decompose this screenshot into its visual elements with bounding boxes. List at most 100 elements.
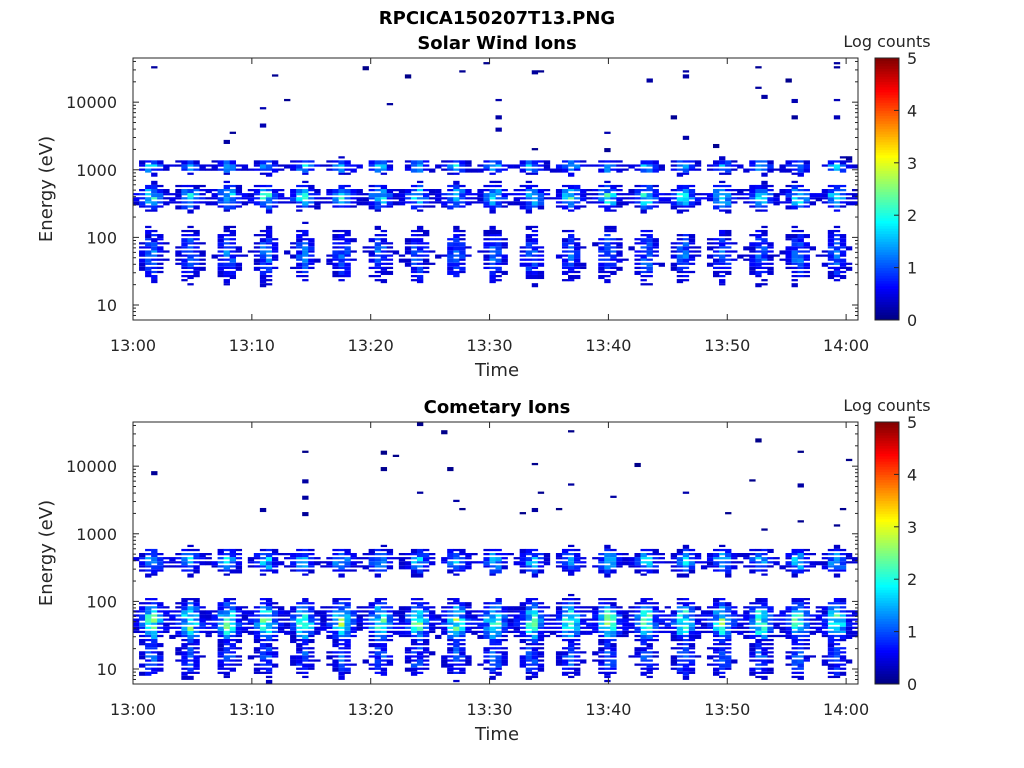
spectrogram-cell [688,258,696,261]
spectrogram-cell [628,189,635,194]
spectrogram-cell [531,548,539,552]
spectrogram-cell [453,160,460,163]
spectrogram-cell [713,270,720,275]
spectrogram-cell [694,557,702,560]
spectrogram-cell [719,168,726,171]
spectrogram-cell [725,197,732,202]
spectrogram-cell [459,602,466,607]
spectrogram-cell [833,201,841,204]
spectrogram-cell [791,675,798,679]
spectrogram-cell [157,655,164,660]
spectrogram-cell [495,667,502,670]
spectrogram-cell [338,655,345,658]
spectrogram-cell [489,565,496,568]
spectrogram-cell [326,655,333,660]
spectrogram-cell [374,225,382,230]
spectrogram-cell [761,168,768,171]
spectrogram-cell [265,209,273,214]
spectrogram-cell [797,634,804,638]
spectrogram-cell [592,630,599,634]
spectrogram-cell [187,675,194,680]
spectrogram-cell [658,201,665,204]
spectrogram-cell [519,638,527,644]
spectrogram-cell [688,197,696,200]
spectrogram-cell [833,242,841,245]
spectrogram-cell [640,622,647,625]
colorbar-segment [875,681,899,685]
spectrogram-cell [634,197,641,200]
spectrogram-cell [531,283,539,288]
spectrogram-cell [604,164,611,169]
spectrogram-cell [833,115,841,120]
spectrogram-cell [719,610,726,613]
spectrogram-cell [157,610,164,613]
spectrogram-cell [761,659,768,664]
spectrogram-cell [145,225,152,229]
spectrogram-cell [271,168,279,173]
spectrogram-cell [725,573,732,578]
spectrogram-cell [398,618,406,623]
spectrogram-cell [604,667,611,670]
spectrogram-cell [320,606,327,609]
spectrogram-cell [809,618,817,621]
colorbar-segment [875,207,899,211]
colorbar-segment [875,456,899,460]
y-axis-label: Energy (eV) [36,136,57,242]
spectrogram-cell [803,626,810,629]
spectrogram-cell [181,246,188,249]
spectrogram-cell [429,561,436,566]
spectrogram-cell [416,279,424,284]
spectrogram-cell [652,160,659,165]
colorbar-segment [875,196,899,200]
spectrogram-cell [719,274,726,278]
spectrogram-cell [640,655,647,660]
figure-title: RPCICA150207T13.PNG [379,8,615,29]
spectrogram-cell [755,663,762,666]
colorbar-segment [875,270,899,274]
x-tick-label: 13:30 [467,336,513,355]
spectrogram-cell [350,663,357,666]
spectrogram-cell [477,663,484,666]
spectrogram-cell [380,630,388,634]
spectrogram-cell [610,168,617,171]
spectrogram-cell [193,160,200,165]
spectrogram-cell [785,569,792,572]
spectrogram-cell [344,193,351,196]
spectrogram-cell [223,180,230,184]
spectrogram-cell [175,647,182,652]
colorbar-segment [875,511,899,515]
spectrogram-cell [271,246,279,251]
spectrogram-cell [646,246,653,251]
spectrogram-cell [229,164,237,169]
spectrogram-cell [616,238,623,241]
spectrogram-cell [827,606,835,611]
spectrogram-cell [133,557,140,562]
spectrogram-cell [598,201,605,204]
spectrogram-cell [791,274,798,278]
spectrogram-cell [719,565,726,568]
spectrogram-cell [839,602,847,605]
spectrogram-cell [719,229,726,235]
spectrogram-cell [555,254,563,259]
spectrogram-cell [568,610,575,613]
spectrogram-cell [821,557,829,560]
spectrogram-cell [719,246,726,249]
spectrogram-cell [410,643,418,646]
colorbar-segment [875,477,899,481]
spectrogram-cell [441,254,448,257]
spectrogram-cell [447,262,454,267]
spectrogram-cell [290,569,297,572]
spectrogram-cell [604,643,611,648]
spectrogram-cell [423,548,430,552]
spectrogram-cell [205,610,212,615]
spectrogram-cell [447,238,454,241]
spectrogram-cell [259,197,267,200]
spectrogram-cell [688,168,696,171]
spectrogram-cell [404,238,412,243]
spectrogram-cell [247,168,255,171]
spectrogram-cell [507,193,514,196]
spectrogram-cell [845,610,853,613]
spectrogram-cell [253,189,261,194]
spectrogram-cell [749,667,756,672]
spectrogram-cell [719,164,726,167]
